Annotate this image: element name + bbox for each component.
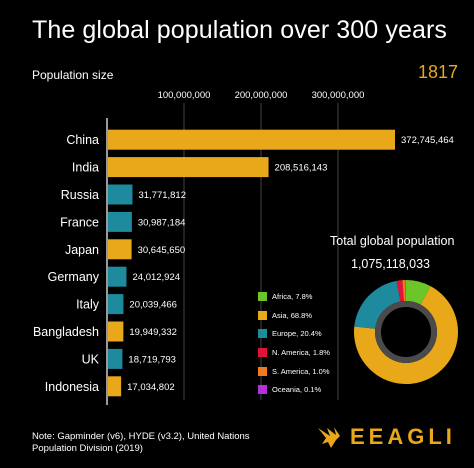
category-label: Indonesia bbox=[45, 380, 99, 394]
bar bbox=[108, 294, 124, 315]
category-label: Bangladesh bbox=[33, 325, 99, 339]
category-label: UK bbox=[82, 352, 100, 366]
bar bbox=[108, 239, 132, 260]
donut-inner-ring bbox=[375, 301, 437, 363]
bar bbox=[108, 157, 269, 178]
legend-swatch bbox=[258, 366, 267, 376]
legend-item: Africa, 7.8% bbox=[258, 287, 330, 306]
donut-total: 1,075,118,033 bbox=[351, 257, 431, 271]
value-label: 31,771,812 bbox=[138, 190, 186, 201]
category-label: Japan bbox=[65, 243, 99, 257]
value-label: 19,949,332 bbox=[129, 327, 177, 338]
legend-item: S. America, 1.0% bbox=[258, 362, 330, 381]
donut-slice bbox=[354, 286, 458, 384]
bar bbox=[108, 321, 124, 342]
brand-name: EEAGLI bbox=[350, 424, 456, 449]
donut-slice bbox=[406, 280, 431, 305]
brand-logo: EEAGLI bbox=[316, 424, 456, 450]
legend-swatch bbox=[258, 329, 267, 339]
value-label: 208,516,143 bbox=[275, 163, 328, 174]
page-title: The global population over 300 years bbox=[32, 16, 447, 44]
year-label: 1817 bbox=[417, 62, 458, 82]
value-label: 17,034,802 bbox=[127, 382, 175, 393]
axis-subtitle: Population size bbox=[32, 68, 114, 82]
donut-chart bbox=[354, 280, 458, 384]
legend-label: Africa, 7.8% bbox=[272, 291, 313, 301]
legend: Africa, 7.8% Asia, 68.8% Europe, 20.4% N… bbox=[258, 287, 330, 399]
donut-slice bbox=[396, 280, 404, 302]
category-label: Russia bbox=[61, 188, 99, 202]
category-label: France bbox=[60, 215, 99, 229]
x-tick-label: 200,000,000 bbox=[235, 90, 288, 101]
legend-swatch bbox=[258, 347, 267, 357]
category-label: China bbox=[66, 133, 99, 147]
value-label: 372,745,464 bbox=[401, 135, 454, 146]
legend-label: Asia, 68.8% bbox=[272, 310, 313, 320]
legend-label: Europe, 20.4% bbox=[272, 329, 322, 339]
value-label: 20,039,466 bbox=[129, 300, 177, 311]
value-label: 18,719,793 bbox=[128, 354, 176, 365]
x-tick-label: 100,000,000 bbox=[158, 90, 211, 101]
legend-swatch bbox=[258, 310, 267, 320]
source-note-line: Population Division (2019) bbox=[32, 443, 143, 454]
bar bbox=[108, 376, 122, 397]
bar bbox=[108, 348, 123, 369]
legend-label: S. America, 1.0% bbox=[272, 366, 330, 376]
donut-title: Total global population bbox=[330, 234, 455, 248]
source-note-line: Note: Gapminder (v6), HYDE (v3.2), Unite… bbox=[32, 431, 250, 442]
legend-swatch bbox=[258, 291, 267, 301]
value-label: 30,987,184 bbox=[138, 217, 186, 228]
legend-item: Europe, 20.4% bbox=[258, 324, 330, 343]
category-label: India bbox=[72, 161, 99, 175]
legend-item: Oceania, 0.1% bbox=[258, 380, 330, 399]
legend-swatch bbox=[258, 385, 267, 395]
category-label: Italy bbox=[76, 298, 100, 312]
donut-slice bbox=[402, 280, 406, 302]
legend-item: Asia, 68.8% bbox=[258, 306, 330, 325]
bar bbox=[108, 211, 132, 232]
value-label: 30,645,650 bbox=[138, 245, 186, 256]
donut-slice bbox=[354, 280, 401, 329]
bar bbox=[108, 129, 395, 150]
legend-label: Oceania, 0.1% bbox=[272, 385, 322, 395]
legend-label: N. America, 1.8% bbox=[272, 347, 330, 357]
eagle-icon bbox=[318, 427, 340, 448]
value-label: 24,012,924 bbox=[132, 272, 180, 283]
bar bbox=[108, 266, 127, 287]
x-tick-label: 300,000,000 bbox=[312, 90, 365, 101]
legend-item: N. America, 1.8% bbox=[258, 343, 330, 362]
bar bbox=[108, 184, 133, 205]
category-label: Germany bbox=[48, 270, 100, 284]
bar-chart: 100,000,000 200,000,000 300,000,000 China 37… bbox=[33, 90, 454, 405]
source-note: Note: Gapminder (v6), HYDE (v3.2), Unite… bbox=[32, 431, 250, 455]
